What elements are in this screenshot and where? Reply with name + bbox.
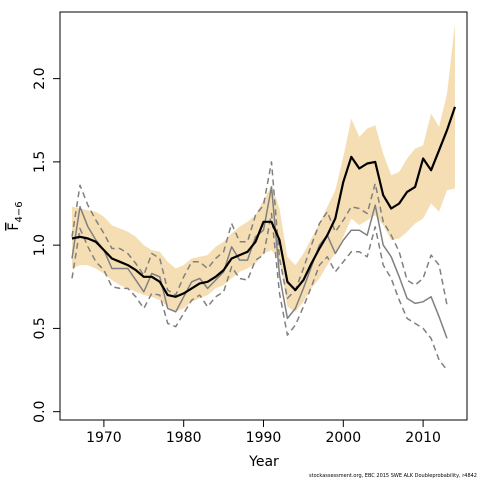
band-layer [72, 23, 455, 312]
y-axis-title-subscript: 4−6 [14, 201, 25, 222]
x-tick-label: 1980 [166, 430, 202, 446]
x-tick-label: 2000 [325, 430, 361, 446]
y-axis-title: F4−6 [6, 201, 25, 230]
x-tick-label: 1970 [86, 430, 122, 446]
axes-layer: 1970 1980 1990 2000 2010 0.0 0.5 1.0 1.5 2.0 [32, 67, 441, 446]
y-tick-label: 2.0 [32, 67, 48, 89]
x-axis-title: Year [248, 454, 279, 470]
y-tick-label: 1.5 [32, 151, 48, 173]
x-tick-label: 1990 [246, 430, 282, 446]
y-tick-label: 0.5 [32, 317, 48, 339]
y-tick-label: 1.0 [32, 234, 48, 256]
confidence-band [72, 23, 455, 312]
y-tick-label: 0.0 [32, 401, 48, 423]
alt-lower-ci-line [71, 212, 448, 371]
alt-upper-ci-line [71, 161, 448, 306]
lines-layer [71, 106, 457, 371]
footnote: stockassessment.org, EBC 2015 SWE ALK Do… [309, 473, 477, 479]
estimate-line [71, 106, 457, 298]
y-axis-title-main: F [6, 223, 22, 231]
x-tick-label: 2010 [405, 430, 441, 446]
